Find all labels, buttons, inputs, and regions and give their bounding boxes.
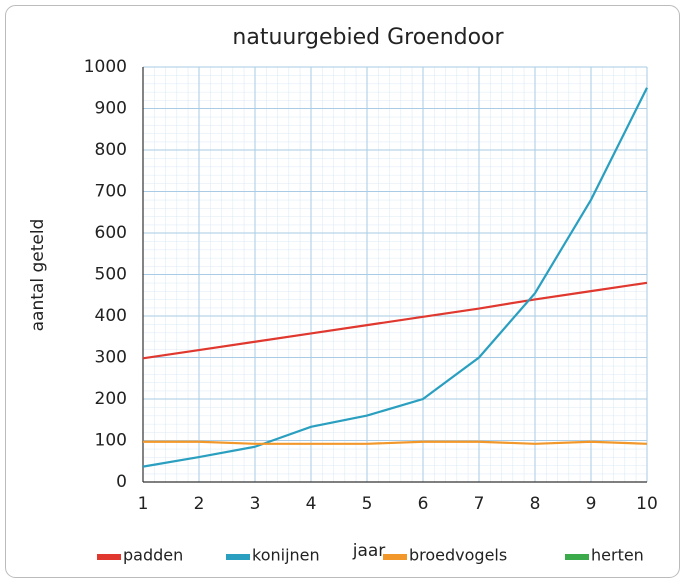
y-tick-label: 900 [95,99,127,119]
y-tick-label: 1000 [84,57,127,77]
x-tick-label: 8 [530,494,541,514]
y-tick-label: 200 [95,389,127,409]
y-axis-label: aantal geteld [28,219,48,332]
x-tick-label: 10 [636,494,658,514]
x-axis-label: jaar [352,541,386,561]
y-tick-label: 700 [95,182,127,202]
y-tick-label: 0 [116,472,127,492]
legend-label: broedvogels [409,546,507,565]
legend-swatch [565,554,589,560]
y-tick-label: 300 [95,348,127,368]
x-tick-label: 9 [586,494,597,514]
x-tick-label: 3 [250,494,261,514]
legend-swatch [97,554,121,560]
legend-swatch [226,554,250,560]
legend-swatch [383,554,407,560]
chart-title: natuurgebied Groendoor [232,25,504,50]
legend-label: konijnen [252,546,320,565]
y-tick-label: 800 [95,140,127,160]
y-tick-label: 100 [95,431,127,451]
x-tick-label: 6 [418,494,429,514]
legend-label: herten [591,546,644,565]
legend-label: padden [123,546,183,565]
x-tick-label: 4 [306,494,317,514]
x-tick-label: 2 [194,494,205,514]
series-line [143,440,648,445]
series-line [142,281,648,360]
series-line [142,87,648,468]
y-tick-label: 500 [95,265,127,285]
x-tick-label: 5 [362,494,373,514]
x-tick-label: 7 [474,494,485,514]
y-tick-label: 600 [95,223,127,243]
x-tick-label: 1 [138,494,149,514]
y-tick-label: 400 [95,306,127,326]
